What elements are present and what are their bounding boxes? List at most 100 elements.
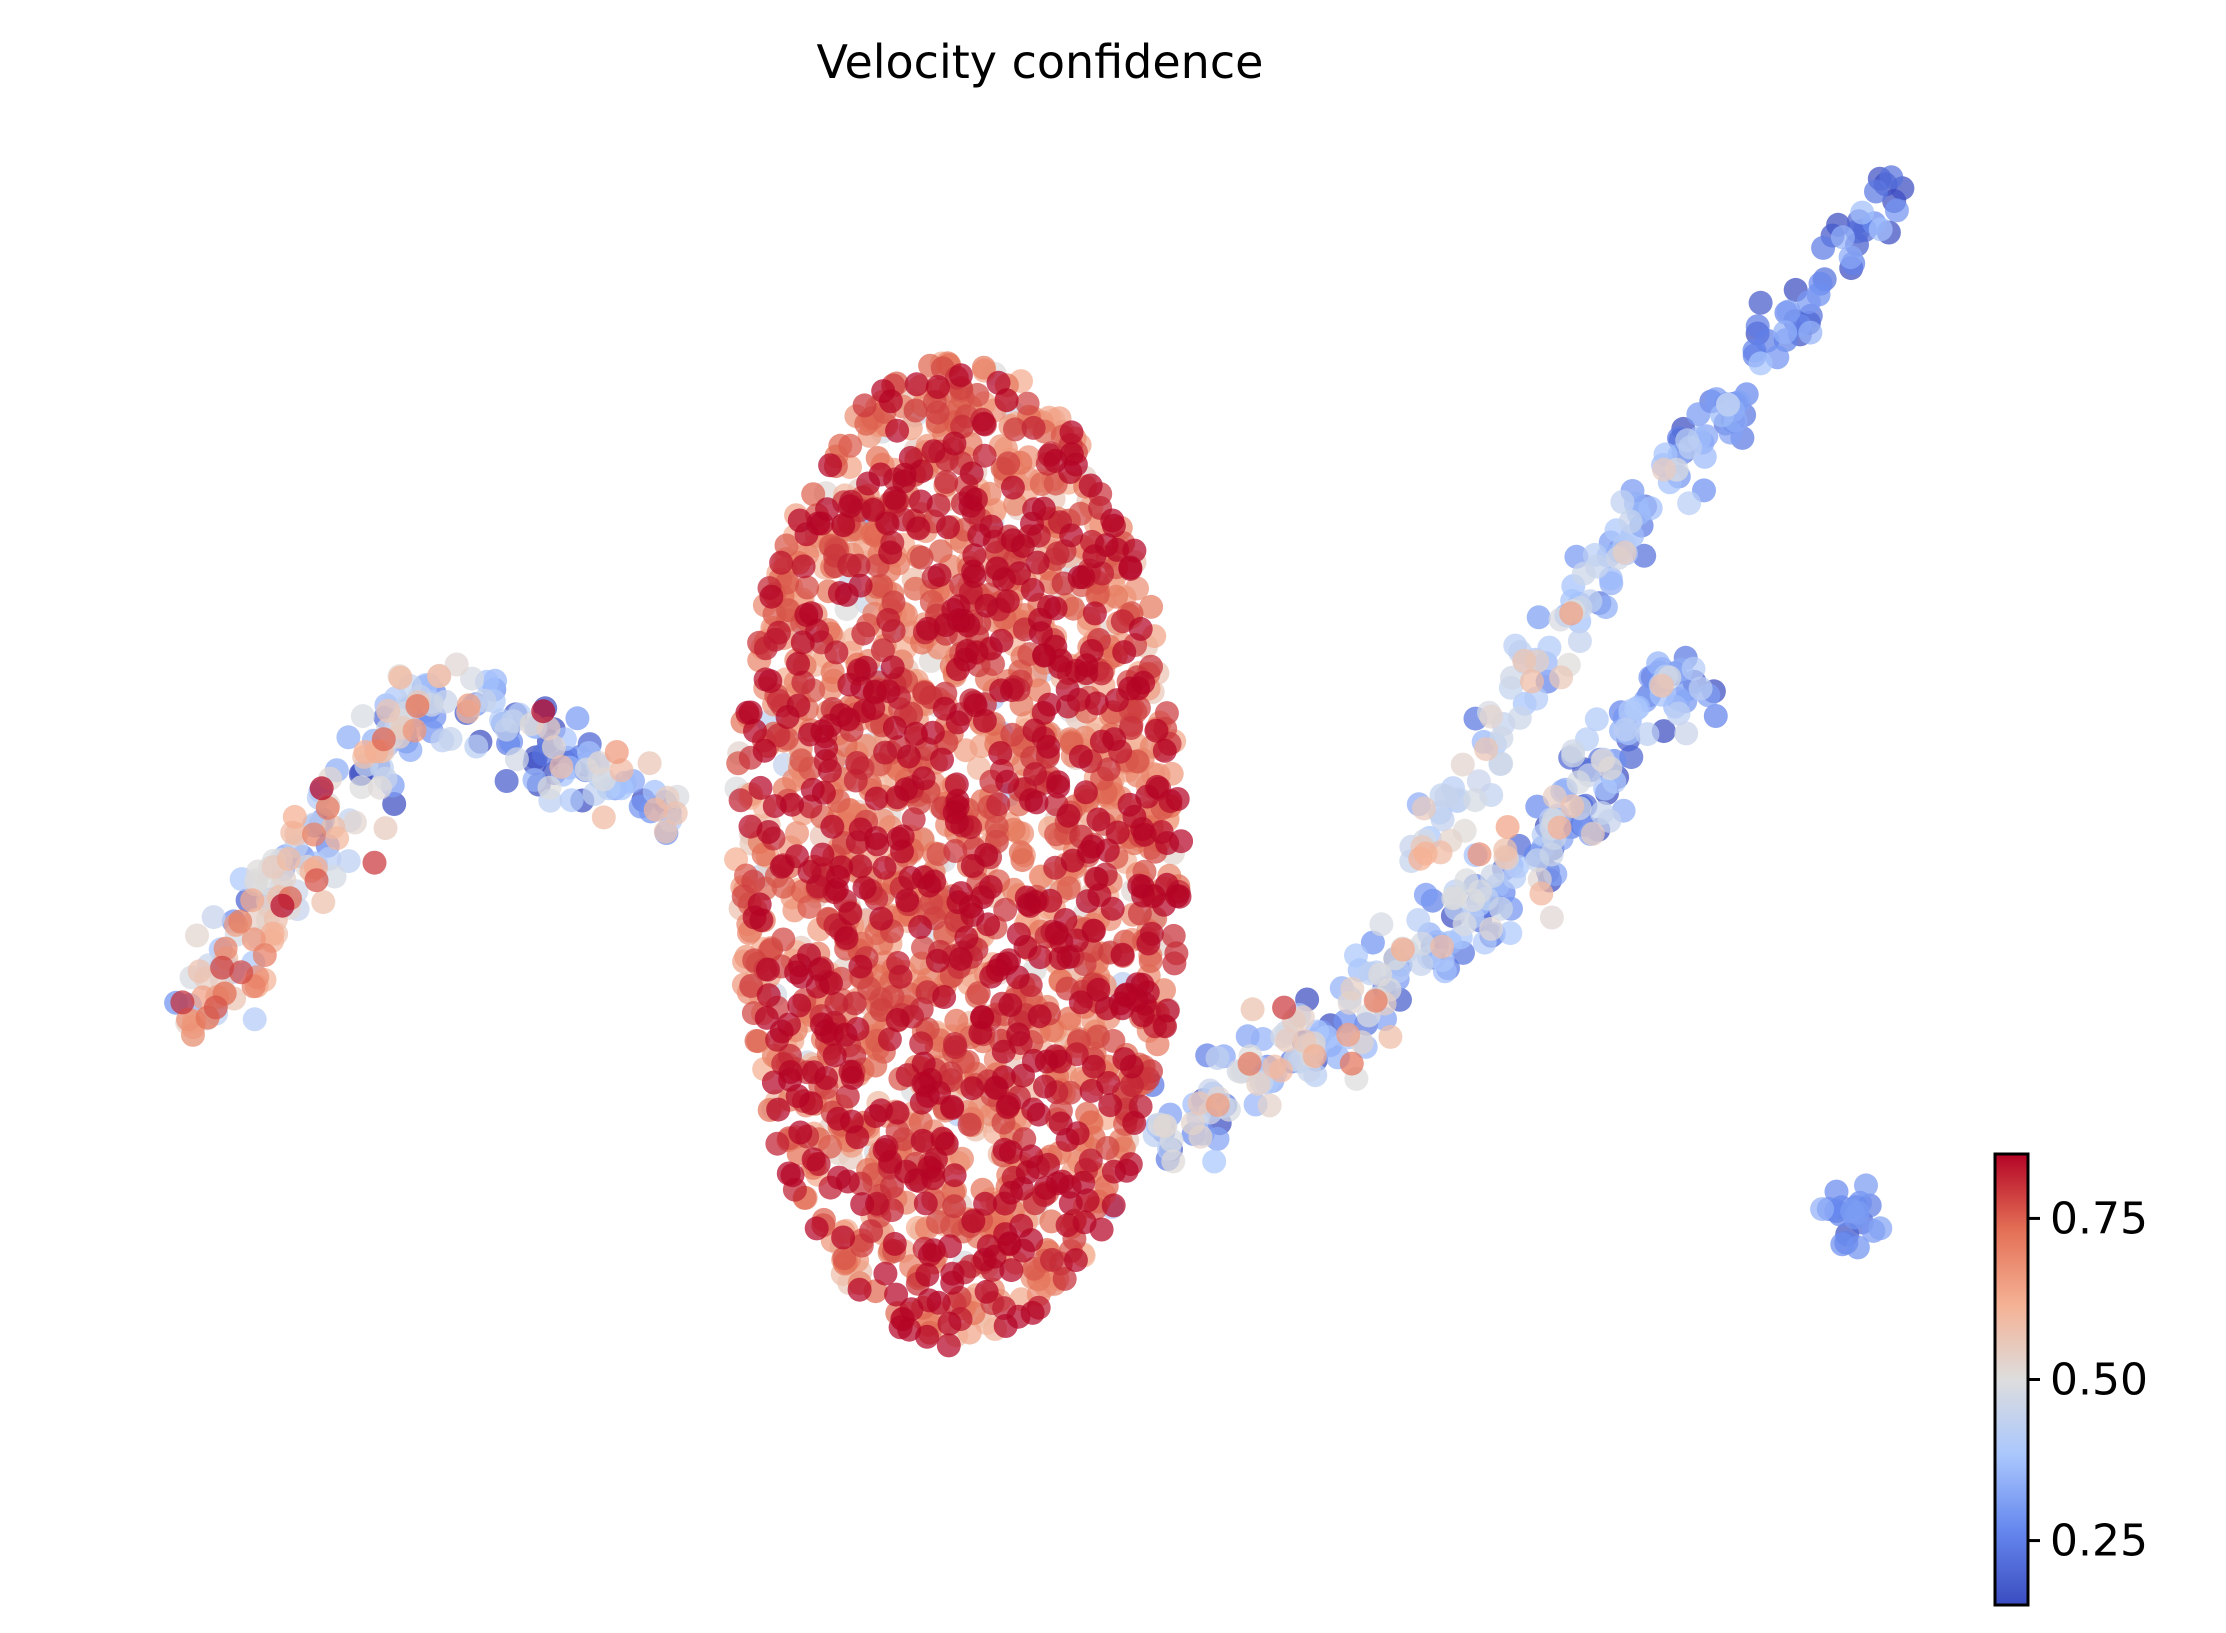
scatter-point [787,508,812,533]
scatter-point [948,363,973,388]
scatter-point [885,1008,910,1032]
scatter-point [1566,770,1591,795]
scatter-point [786,651,811,676]
scatter-point [848,954,873,979]
scatter-point [756,983,781,1008]
scatter-point [954,925,979,950]
scatter-point [1205,1093,1230,1117]
scatter-point [838,901,863,926]
scatter-point [909,545,934,570]
scatter-point [1715,392,1740,417]
scatter-point [903,721,928,746]
colorbar-tick-label: 0.25 [2050,1516,2148,1567]
scatter-point [494,717,519,742]
colorbar-tick-label: 0.50 [2050,1355,2148,1406]
scatter-point [991,1039,1016,1064]
scatter-point [1559,601,1584,626]
scatter-point [1021,415,1046,440]
scatter-point [1079,639,1104,663]
scatter-point [1084,691,1109,716]
scatter-point [1434,784,1459,809]
scatter-point [1613,717,1638,742]
scatter-point [869,906,894,931]
colorbar-gradient [1993,1152,2030,1607]
scatter-point [1027,1004,1052,1029]
scatter-point [1105,537,1130,562]
scatter-point [376,698,401,723]
scatter-point [817,758,842,783]
scatter-point [845,751,870,775]
scatter-point [240,888,265,913]
scatter-point [1275,1028,1299,1053]
scatter-point [1796,290,1821,315]
scatter-point [832,1246,857,1271]
scatter-point [769,550,794,575]
scatter-point [824,991,849,1016]
scatter-point [838,433,863,458]
scatter-point [861,497,886,522]
scatter-point [921,439,946,464]
scatter-point [915,1324,940,1349]
scatter-point [925,948,950,973]
scatter-point [342,810,367,835]
scatter-point [1652,457,1676,482]
scatter-point [1048,1111,1073,1136]
scatter-point [1068,990,1093,1015]
scatter-point [1110,609,1135,634]
scatter-point [325,826,350,851]
scatter-point [738,814,763,839]
scatter-point [771,927,796,952]
scatter-point [974,1279,999,1304]
scatter-point [260,921,285,946]
scatter-point [456,693,481,718]
scatter-point [926,493,951,518]
scatter-point [899,1297,924,1322]
scatter-point [1161,1149,1186,1174]
scatter-point [852,875,877,900]
scatter-point [898,445,923,470]
scatter-point [822,1043,847,1068]
scatter-point [637,751,662,776]
scatter-point [1162,951,1187,976]
scatter-point [876,608,901,632]
scatter-point [882,486,907,511]
scatter-point [1406,908,1431,932]
scatter-point [1152,892,1176,917]
scatter-point [865,832,890,857]
scatter-point [1363,988,1388,1013]
scatter-point [1441,886,1466,911]
scatter-point [1122,538,1147,563]
scatter-point [1145,1032,1170,1057]
scatter-point [1674,721,1699,746]
scatter-point [368,775,392,800]
scatter-point [201,905,226,930]
scatter-point [857,976,882,1001]
scatter-point [1138,949,1163,973]
scatter-point [1360,930,1385,955]
scatter-point [1479,916,1504,941]
scatter-point [537,775,562,800]
scatter-point [1053,908,1078,932]
scatter-point [755,957,780,982]
scatter-point [873,740,898,765]
scatter-point [993,1222,1018,1247]
scatter-point [210,955,235,980]
scatter-point [1681,656,1706,681]
scatter-point [1023,762,1048,787]
scatter-point [336,849,361,874]
scatter-point [864,786,889,811]
scatter-point [993,897,1018,922]
scatter-point [1500,665,1524,690]
scatter-point [1152,1114,1177,1138]
scatter-point [810,842,835,867]
scatter-point [1269,1058,1293,1083]
scatter-point [850,676,875,700]
scatter-point [911,1071,936,1096]
scatter-point [852,393,877,418]
scatter-point [748,775,773,800]
scatter-point [1131,670,1156,695]
scatter-point [1104,584,1128,609]
scatter-point [804,1216,829,1241]
scatter-point [925,400,950,425]
scatter-point [1688,676,1713,701]
